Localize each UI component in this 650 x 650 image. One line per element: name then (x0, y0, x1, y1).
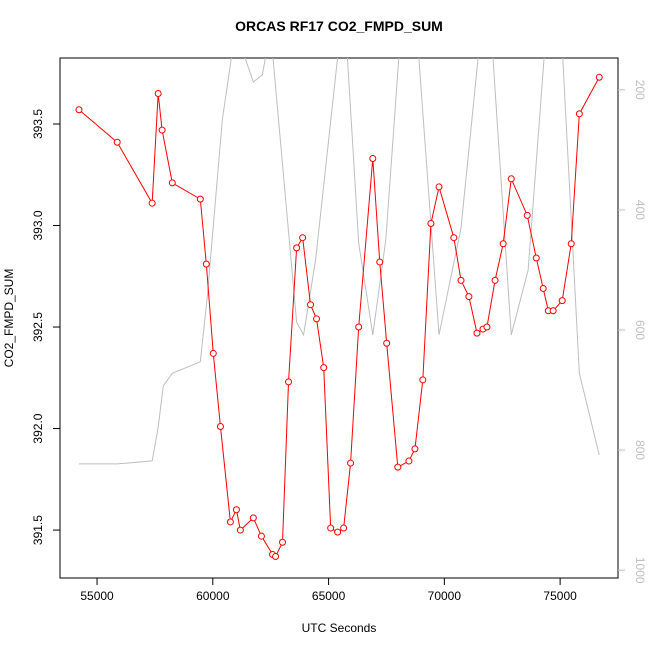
y2-tick-label: 200 (633, 80, 647, 100)
data-point (307, 301, 315, 309)
data-point (507, 175, 515, 183)
data-point (383, 339, 391, 347)
data-point (148, 199, 156, 207)
x-tick-label: 65000 (312, 589, 346, 603)
data-point (595, 73, 603, 81)
data-point (226, 518, 234, 526)
data-point (532, 254, 540, 262)
data-point (216, 423, 224, 431)
data-point (236, 526, 244, 534)
data-point (549, 307, 557, 315)
data-point (539, 284, 547, 292)
data-point (419, 376, 427, 384)
data-point (327, 524, 335, 532)
chart-title: ORCAS RF17 CO2_FMPD_SUM (235, 18, 443, 34)
data-point (320, 364, 328, 372)
data-point (232, 506, 240, 514)
data-point (75, 106, 83, 114)
data-point (457, 276, 465, 284)
data-point (575, 110, 583, 118)
y-tick-label: 391.5 (31, 515, 45, 545)
data-point (473, 329, 481, 337)
y2-tick-label: 600 (633, 320, 647, 340)
y2-tick-label: 800 (633, 440, 647, 460)
data-point (249, 514, 257, 522)
data-point (465, 293, 473, 301)
data-point (567, 240, 575, 248)
data-point (196, 195, 204, 203)
data-point (158, 126, 166, 134)
data-point (113, 138, 121, 146)
data-point (483, 323, 491, 331)
y2-tick-label: 1000 (633, 557, 647, 584)
y-tick-label: 392.0 (31, 413, 45, 443)
data-point (347, 459, 355, 467)
y-tick-label: 393.0 (31, 210, 45, 240)
data-point (168, 179, 176, 187)
data-point (405, 457, 413, 465)
y-tick-label: 393.5 (31, 109, 45, 139)
data-point (209, 349, 217, 357)
data-point (154, 90, 162, 98)
y-axis-label: CO2_FMPD_SUM (2, 269, 16, 368)
data-point (340, 524, 348, 532)
data-point (285, 378, 293, 386)
y2-tick-label: 400 (633, 200, 647, 220)
y-tick-label: 392.5 (31, 312, 45, 342)
data-point (313, 315, 321, 323)
data-point (279, 538, 287, 546)
x-tick-label: 55000 (80, 589, 114, 603)
data-point (411, 445, 419, 453)
x-tick-label: 70000 (428, 589, 462, 603)
data-point (293, 244, 301, 252)
data-point (450, 234, 458, 242)
plot-frame (59, 57, 619, 579)
data-point (427, 219, 435, 227)
plot-area (75, 58, 603, 560)
x-tick-label: 60000 (196, 589, 230, 603)
data-point (558, 297, 566, 305)
data-point (394, 463, 402, 471)
data-point (299, 234, 307, 242)
x-axis-label: UTC Seconds (302, 621, 377, 635)
data-point (435, 183, 443, 191)
series-line (78, 77, 600, 558)
data-point (355, 323, 363, 331)
data-point (272, 552, 280, 560)
data-point (376, 258, 384, 266)
data-point (202, 260, 210, 268)
x-tick-label: 75000 (543, 589, 577, 603)
data-point (523, 211, 531, 219)
data-point (257, 532, 265, 540)
data-point (491, 276, 499, 284)
data-point (499, 240, 507, 248)
data-point (369, 155, 377, 163)
data-point (334, 528, 342, 536)
